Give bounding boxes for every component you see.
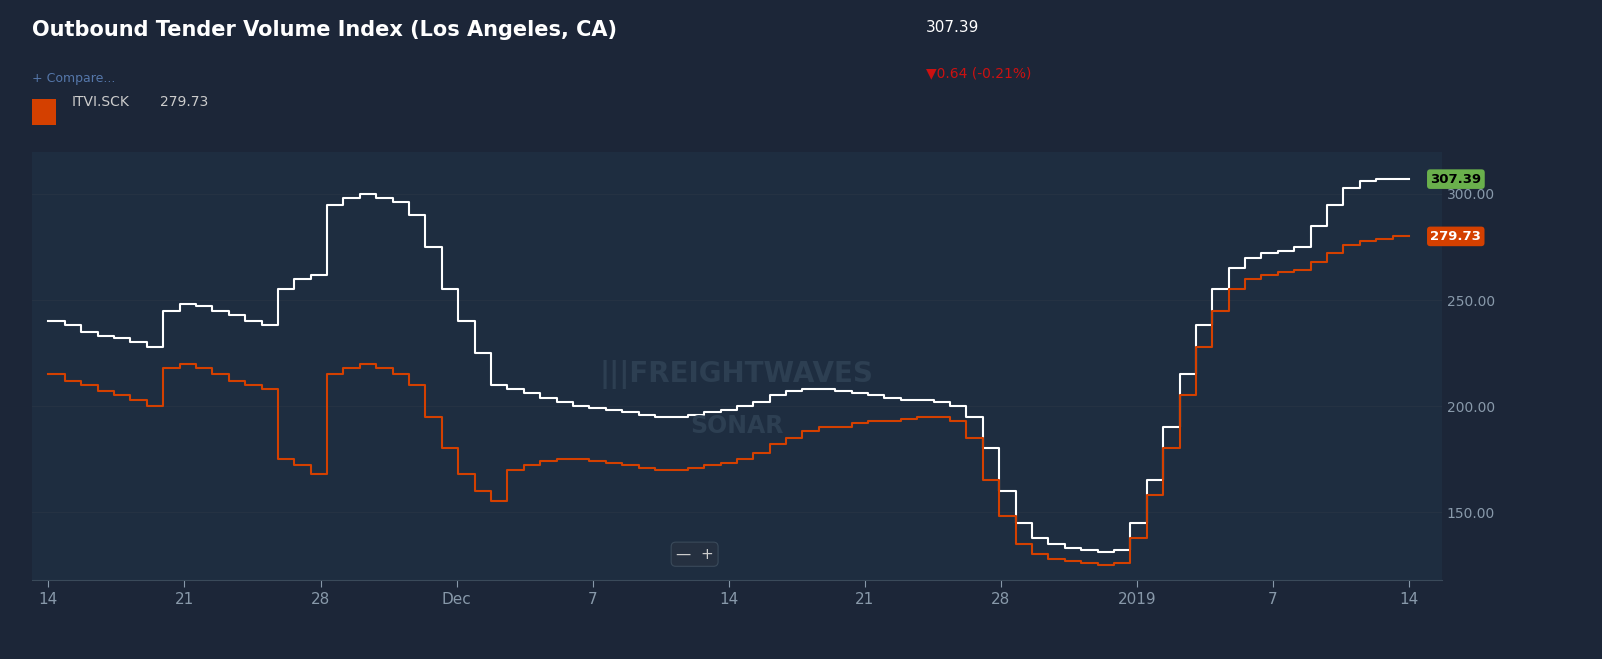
- Text: 279.73: 279.73: [160, 95, 208, 109]
- Text: —  +: — +: [676, 547, 713, 561]
- Text: 307.39: 307.39: [1431, 173, 1482, 186]
- Text: ▼0.64 (-0.21%): ▼0.64 (-0.21%): [926, 66, 1032, 80]
- Text: 307.39: 307.39: [926, 20, 979, 35]
- Text: 279.73: 279.73: [1431, 230, 1482, 243]
- Text: ITVI.SCK: ITVI.SCK: [72, 95, 130, 109]
- Text: SONAR: SONAR: [690, 414, 783, 438]
- Text: Outbound Tender Volume Index (Los Angeles, CA): Outbound Tender Volume Index (Los Angele…: [32, 20, 617, 40]
- Text: |||FREIGHTWAVES: |||FREIGHTWAVES: [601, 360, 873, 389]
- Text: + Compare...: + Compare...: [32, 72, 115, 86]
